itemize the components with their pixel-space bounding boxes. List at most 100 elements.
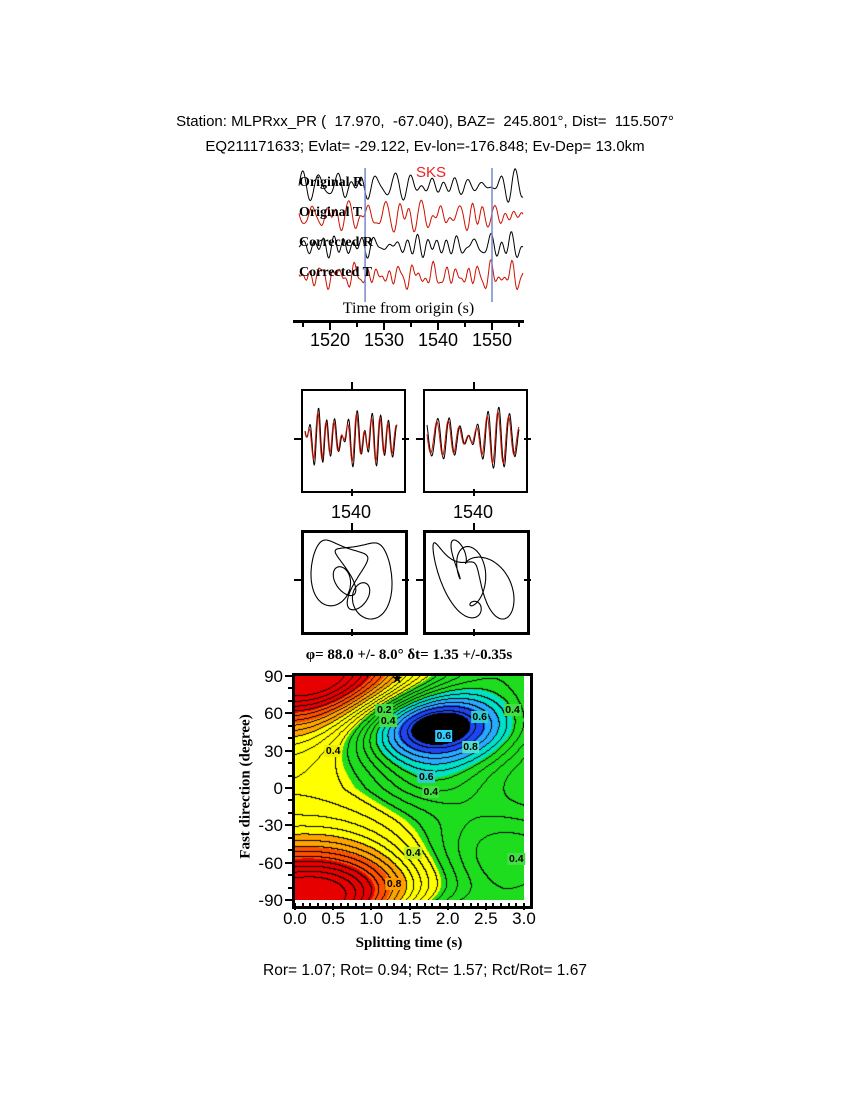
particle-motion-panel-left xyxy=(301,530,408,635)
fast-direction-tick-label: 0 xyxy=(273,779,283,798)
particle-motion-curve xyxy=(432,539,515,620)
particle-motion-curve xyxy=(310,539,393,620)
time-axis-title: Time from origin (s) xyxy=(342,300,475,317)
windowed-traces-right xyxy=(426,406,520,469)
time-tick-label: 1540 xyxy=(417,330,459,350)
trace-2 xyxy=(298,231,524,259)
station-header: Station: MLPRxx_PR ( 17.970, -67.040), B… xyxy=(176,113,674,130)
splitting-time-minor-tick xyxy=(316,903,319,907)
splitting-time-major-tick xyxy=(332,903,335,910)
box-tick-bottom xyxy=(472,489,475,496)
splitting-time-minor-tick xyxy=(439,903,442,907)
fast-direction-minor-tick xyxy=(288,687,292,690)
splitting-time-minor-tick xyxy=(416,903,419,907)
box-tick-bottom xyxy=(472,629,475,636)
box-tick-top xyxy=(350,523,353,530)
particle-motion-panel-right xyxy=(423,530,530,635)
contour-level-label: 0.6 xyxy=(435,729,453,742)
box-tick-left xyxy=(416,578,423,581)
contour-frame xyxy=(292,673,533,909)
fast-direction-tick-label: 90 xyxy=(264,667,283,686)
fast-direction-minor-tick xyxy=(288,874,292,877)
splitting-time-minor-tick xyxy=(492,903,495,907)
fast-direction-tick-label: 30 xyxy=(264,741,283,761)
box-tick-bottom xyxy=(350,489,353,496)
splitting-time-minor-tick xyxy=(477,903,480,907)
splitting-time-tick-label: 1.0 xyxy=(359,909,384,928)
windowed-trace-red xyxy=(426,411,520,464)
splitting-time-major-tick xyxy=(523,903,525,910)
fast-direction-minor-tick xyxy=(288,762,292,765)
box-tick-top xyxy=(472,382,475,389)
time-axis-major-tick xyxy=(383,323,385,330)
fast-direction-major-tick xyxy=(285,861,292,864)
contour-level-label: 0.2 xyxy=(375,703,394,716)
fast-direction-tick-label: -60 xyxy=(258,853,283,873)
fast-direction-tick-label: 60 xyxy=(264,704,283,724)
trace-label-original-r: Original R xyxy=(299,175,364,190)
trace-1 xyxy=(298,199,524,233)
time-axis-major-tick xyxy=(437,323,439,330)
windowed-trace-black xyxy=(304,407,398,468)
fast-direction-minor-tick xyxy=(288,836,292,839)
time-axis-major-tick xyxy=(329,323,331,330)
event-header: EQ211171633; Evlat= -29.122, Ev-lon=-176… xyxy=(205,138,645,155)
splitting-time-major-tick xyxy=(294,903,296,910)
time-axis-minor-tick xyxy=(302,323,304,327)
fast-direction-major-tick xyxy=(285,787,292,789)
contour-title: φ= 88.0 +/- 8.0° δt= 1.35 +/-0.35s xyxy=(305,647,513,663)
box-tick-left xyxy=(294,438,301,440)
splitting-time-major-tick xyxy=(484,903,487,910)
box-tick-right xyxy=(524,438,531,440)
splitting-time-minor-tick xyxy=(423,903,426,907)
time-axis-minor-tick xyxy=(518,323,520,327)
contour-level-label: 0.4 xyxy=(422,785,440,798)
splitting-time-minor-tick xyxy=(355,903,358,907)
trace-label-corrected-r: Corrected R xyxy=(299,235,373,250)
splitting-time-minor-tick xyxy=(347,903,350,907)
splitting-time-major-tick xyxy=(446,903,449,910)
contour-level-label: 0.6 xyxy=(470,711,489,724)
splitting-time-major-tick xyxy=(370,903,373,910)
splitting-time-minor-tick xyxy=(324,903,327,907)
fast-direction-minor-tick xyxy=(288,724,292,727)
time-tick-label: 1520 xyxy=(309,330,351,350)
fast-direction-major-tick xyxy=(285,712,292,715)
contour-level-label: 0.4 xyxy=(503,703,522,716)
fast-direction-minor-tick xyxy=(288,799,292,802)
quality-metrics: Ror= 1.07; Rot= 0.94; Rct= 1.57; Rct/Rot… xyxy=(263,962,587,979)
splitting-time-minor-tick xyxy=(469,903,472,907)
contour-level-label: 0.8 xyxy=(385,877,404,890)
box-tick-bottom xyxy=(350,629,353,636)
contour-level-label: 0.8 xyxy=(461,740,480,753)
contour-level-label: 0.4 xyxy=(404,846,423,859)
fast-direction-tick-label: -30 xyxy=(258,816,283,836)
splitting-time-minor-tick xyxy=(507,903,510,907)
box-tick-right xyxy=(524,578,531,581)
box-tick-right xyxy=(402,438,409,440)
time-axis-minor-tick xyxy=(356,323,358,327)
fast-direction-major-tick xyxy=(285,899,292,901)
time-axis-minor-tick xyxy=(464,323,466,327)
contour-xlabel: Splitting time (s) xyxy=(355,935,463,951)
box-tick-left xyxy=(416,438,423,440)
phase-label: SKS xyxy=(416,164,447,181)
splitting-time-tick-label: 3.0 xyxy=(512,909,536,928)
box-tick-top xyxy=(472,523,475,530)
fast-direction-major-tick xyxy=(285,675,292,677)
contour-level-label: 0.4 xyxy=(379,714,397,727)
windowed-waveform-panel-left xyxy=(301,389,406,493)
splitting-time-minor-tick xyxy=(339,903,342,907)
trace-3 xyxy=(298,259,524,290)
splitting-time-minor-tick xyxy=(385,903,388,907)
particle-motion-right xyxy=(432,539,515,620)
windowed-trace-red xyxy=(304,411,398,463)
particle-motion-left xyxy=(310,539,393,620)
fast-direction-minor-tick xyxy=(288,774,292,777)
fast-direction-minor-tick xyxy=(288,699,292,702)
splitting-time-tick-label: 0.0 xyxy=(283,909,307,928)
splitting-time-minor-tick xyxy=(431,903,434,907)
fast-direction-minor-tick xyxy=(288,886,292,889)
fast-direction-major-tick xyxy=(285,749,292,752)
